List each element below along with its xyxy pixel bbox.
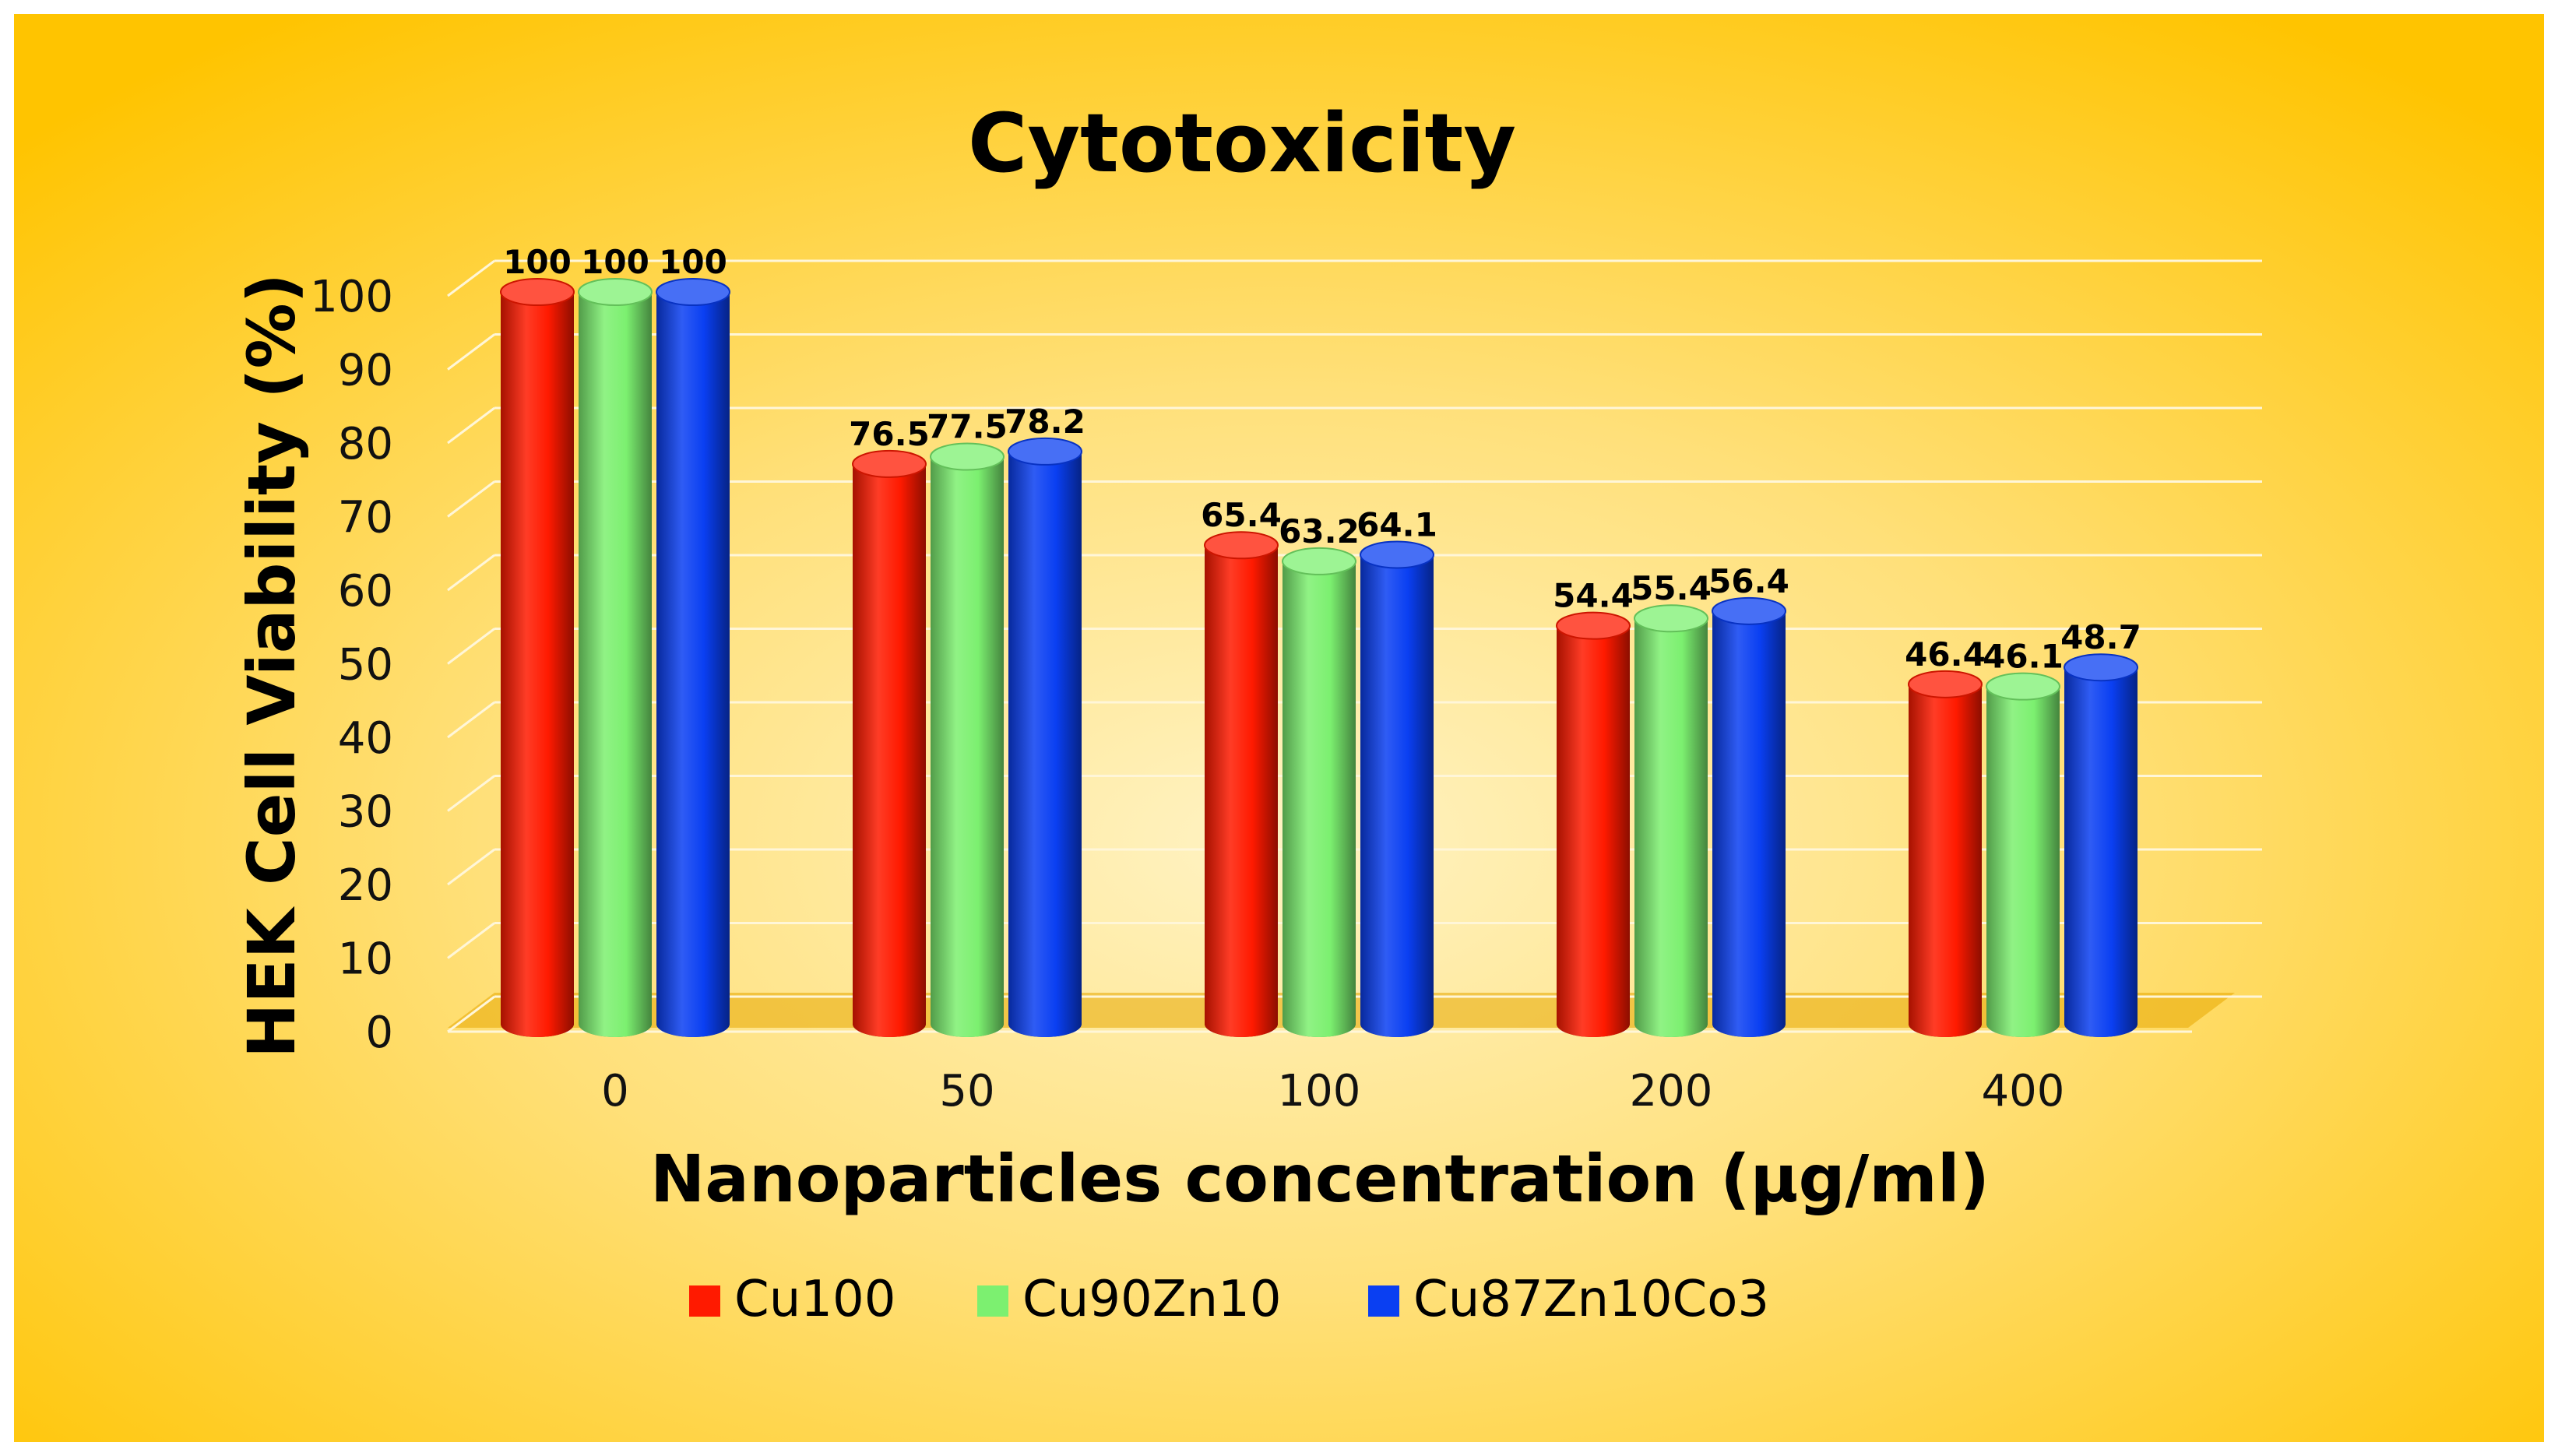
y-tick-label: 10	[338, 934, 393, 985]
y-tick-label: 20	[338, 860, 393, 911]
data-label: 100	[581, 243, 649, 281]
bar-Cu100-200	[1556, 611, 1631, 1037]
data-label: 46.1	[1983, 638, 2064, 676]
y-tick-label: 100	[310, 272, 393, 322]
bar-Cu90Zn10-200	[1634, 604, 1708, 1037]
bar-Cu100-100	[1204, 531, 1279, 1037]
bar-Cu100-50	[852, 449, 927, 1037]
data-label: 78.2	[1005, 403, 1085, 441]
chart-background	[14, 14, 2544, 1442]
y-tick-label: 40	[338, 713, 393, 764]
legend-item-Cu87Zn10Co3: Cu87Zn10Co3	[1368, 1271, 1769, 1328]
bar-Cu87Zn10Co3-400	[2064, 653, 2138, 1037]
gridline-diag	[447, 333, 495, 371]
legend-swatch	[977, 1285, 1008, 1317]
y-tick-label: 80	[338, 419, 393, 470]
data-label: 46.4	[1905, 635, 1986, 673]
bar-Cu90Zn10-400	[1986, 672, 2060, 1037]
legend-label: Cu90Zn10	[1022, 1271, 1282, 1328]
gridline-diag	[447, 775, 495, 812]
legend-swatch	[1368, 1285, 1399, 1317]
bar-Cu90Zn10-0	[578, 278, 653, 1037]
data-label: 48.7	[2060, 618, 2141, 656]
gridline-diag	[447, 922, 495, 959]
data-label: 56.4	[1708, 562, 1789, 600]
data-label: 55.4	[1631, 569, 1712, 607]
x-tick-label: 200	[1630, 1066, 1713, 1117]
bar-Cu87Zn10Co3-200	[1712, 596, 1786, 1037]
data-label: 63.2	[1279, 512, 1360, 550]
y-tick-label: 30	[338, 787, 393, 838]
bar-Cu100-400	[1908, 670, 1983, 1037]
legend: Cu100 Cu90Zn10 Cu87Zn10Co3	[689, 1271, 1769, 1328]
gridline-diag	[447, 701, 495, 739]
x-tick-label: 400	[1982, 1066, 2065, 1117]
y-axis-ticks: 0 10 20 30 40 50 60 70 80 90 100	[310, 272, 393, 1058]
legend-item-Cu100: Cu100	[689, 1271, 895, 1328]
y-tick-label: 50	[338, 640, 393, 691]
data-label: 100	[659, 243, 727, 281]
data-label: 54.4	[1553, 577, 1634, 615]
y-tick-label: 70	[338, 493, 393, 543]
legend-swatch	[689, 1285, 720, 1317]
gridline-diag	[447, 259, 495, 297]
gridline-diag	[447, 995, 495, 1033]
legend-label: Cu87Zn10Co3	[1413, 1271, 1769, 1328]
x-axis-ticks: 0 50 100 200 400	[601, 1066, 2064, 1117]
data-labels: 100 100 10076.577.578.265.463.264.154.455.…	[503, 243, 2141, 676]
y-tick-label: 0	[365, 1008, 393, 1058]
gridline-diag	[447, 554, 495, 592]
y-tick-label: 60	[338, 566, 393, 617]
bar-Cu90Zn10-50	[930, 442, 1005, 1037]
legend-item-Cu90Zn10: Cu90Zn10	[977, 1271, 1282, 1328]
data-label: 76.5	[849, 415, 930, 453]
bar-Cu100-0	[500, 278, 575, 1037]
data-label: 77.5	[927, 408, 1008, 446]
gridline-diag	[447, 848, 495, 886]
x-tick-label: 100	[1278, 1066, 1361, 1117]
data-label: 65.4	[1201, 496, 1282, 534]
gridline-diag	[447, 628, 495, 665]
x-axis-title: Nanoparticles concentration (µg/ml)	[650, 1141, 1990, 1217]
y-tick-label: 90	[338, 346, 393, 396]
bar-Cu90Zn10-100	[1282, 547, 1356, 1037]
chart-title: Cytotoxicity	[968, 96, 1516, 191]
x-tick-label: 50	[939, 1066, 994, 1117]
gridline-diag	[447, 480, 495, 518]
gridline-diag	[447, 406, 495, 445]
bar-Cu87Zn10Co3-0	[656, 278, 730, 1037]
x-tick-label: 0	[601, 1066, 629, 1117]
y-axis-title: HEK Cell Viability (%)	[234, 273, 310, 1058]
data-label: 100	[503, 243, 572, 281]
legend-label: Cu100	[734, 1271, 895, 1328]
bars	[500, 278, 2138, 1037]
bar-Cu87Zn10Co3-100	[1360, 540, 1434, 1037]
data-label: 64.1	[1356, 505, 1437, 543]
bar-Cu87Zn10Co3-50	[1008, 437, 1082, 1037]
